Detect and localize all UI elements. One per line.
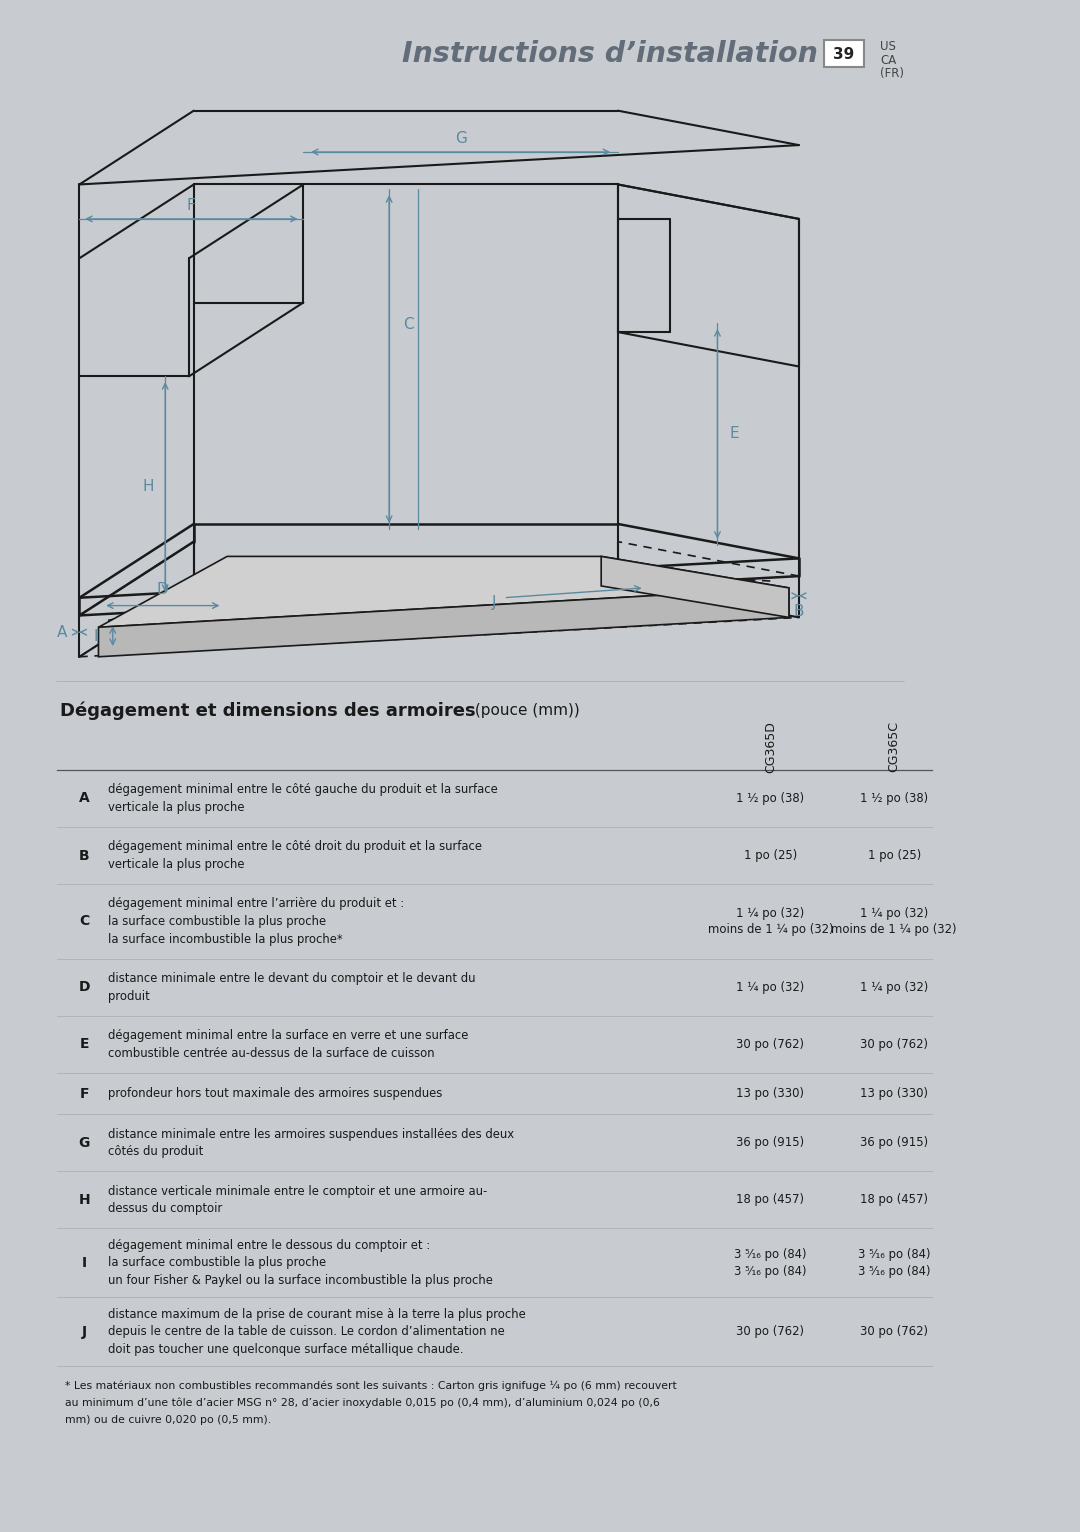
Text: moins de 1 ¼ po (32): moins de 1 ¼ po (32)	[707, 924, 833, 936]
Text: G: G	[455, 130, 467, 146]
Text: 3 ⁵⁄₁₆ po (84): 3 ⁵⁄₁₆ po (84)	[734, 1265, 807, 1278]
Text: 1 po (25): 1 po (25)	[744, 849, 797, 863]
Text: H: H	[143, 480, 153, 493]
Text: C: C	[403, 317, 414, 332]
Text: 1 ½ po (38): 1 ½ po (38)	[860, 792, 929, 804]
Text: produit: produit	[108, 990, 150, 1003]
Text: 1 ¼ po (32): 1 ¼ po (32)	[860, 980, 929, 994]
Text: CG365C: CG365C	[888, 720, 901, 772]
Text: 1 ¼ po (32): 1 ¼ po (32)	[860, 907, 929, 919]
Text: 3 ⁵⁄₁₆ po (84): 3 ⁵⁄₁₆ po (84)	[858, 1265, 931, 1278]
Text: verticale la plus proche: verticale la plus proche	[108, 858, 244, 870]
Text: I: I	[93, 628, 98, 643]
Text: J: J	[82, 1325, 86, 1339]
FancyBboxPatch shape	[652, 576, 665, 584]
Text: 36 po (915): 36 po (915)	[860, 1137, 929, 1149]
Text: 1 ¼ po (32): 1 ¼ po (32)	[737, 980, 805, 994]
Text: dégagement minimal entre la surface en verre et une surface: dégagement minimal entre la surface en v…	[108, 1030, 469, 1042]
Text: (pouce (mm)): (pouce (mm))	[470, 703, 580, 719]
Text: 36 po (915): 36 po (915)	[737, 1137, 805, 1149]
Polygon shape	[98, 588, 788, 657]
Text: dégagement minimal entre le dessous du comptoir et :: dégagement minimal entre le dessous du c…	[108, 1239, 430, 1252]
Polygon shape	[98, 556, 788, 627]
Text: distance maximum de la prise de courant mise à la terre la plus proche: distance maximum de la prise de courant …	[108, 1308, 526, 1321]
Text: G: G	[79, 1135, 90, 1151]
Text: 13 po (330): 13 po (330)	[737, 1088, 805, 1100]
Polygon shape	[602, 556, 788, 617]
Text: combustible centrée au-dessus de la surface de cuisson: combustible centrée au-dessus de la surf…	[108, 1046, 434, 1060]
Text: E: E	[80, 1037, 89, 1051]
Text: 30 po (762): 30 po (762)	[737, 1325, 805, 1339]
Text: un four Fisher & Paykel ou la surface incombustible la plus proche: un four Fisher & Paykel ou la surface in…	[108, 1275, 492, 1287]
Text: au minimum d’une tôle d’acier MSG n° 28, d’acier inoxydable 0,015 po (0,4 mm), d: au minimum d’une tôle d’acier MSG n° 28,…	[65, 1397, 660, 1408]
FancyBboxPatch shape	[652, 591, 665, 599]
FancyBboxPatch shape	[824, 40, 864, 67]
Text: * Les matériaux non combustibles recommandés sont les suivants : Carton gris ign: * Les matériaux non combustibles recomma…	[65, 1380, 677, 1391]
Text: 3 ⁵⁄₁₆ po (84): 3 ⁵⁄₁₆ po (84)	[858, 1249, 931, 1261]
Text: 30 po (762): 30 po (762)	[861, 1039, 928, 1051]
Text: J: J	[491, 594, 496, 610]
Text: A: A	[57, 625, 67, 640]
Text: F: F	[80, 1086, 89, 1100]
Text: depuis le centre de la table de cuisson. Le cordon d’alimentation ne: depuis le centre de la table de cuisson.…	[108, 1325, 504, 1339]
Text: (FR): (FR)	[880, 67, 904, 80]
Text: distance minimale entre les armoires suspendues installées des deux: distance minimale entre les armoires sus…	[108, 1128, 514, 1140]
Text: Dégagement et dimensions des armoires: Dégagement et dimensions des armoires	[60, 702, 476, 720]
Text: D: D	[157, 582, 168, 597]
Text: distance verticale minimale entre le comptoir et une armoire au-: distance verticale minimale entre le com…	[108, 1184, 487, 1198]
Text: Instructions d’installation: Instructions d’installation	[402, 40, 818, 67]
FancyBboxPatch shape	[645, 568, 673, 608]
Text: distance minimale entre le devant du comptoir et le devant du: distance minimale entre le devant du com…	[108, 971, 475, 985]
Text: CG365D: CG365D	[764, 720, 777, 772]
Text: doit pas toucher une quelconque surface métallique chaude.: doit pas toucher une quelconque surface …	[108, 1344, 463, 1356]
Text: I: I	[82, 1256, 86, 1270]
Text: dégagement minimal entre l’arrière du produit et :: dégagement minimal entre l’arrière du pr…	[108, 898, 404, 910]
Text: verticale la plus proche: verticale la plus proche	[108, 801, 244, 813]
Text: B: B	[79, 849, 90, 863]
Text: côtés du produit: côtés du produit	[108, 1146, 203, 1158]
Text: moins de 1 ¼ po (32): moins de 1 ¼ po (32)	[832, 924, 957, 936]
Text: 30 po (762): 30 po (762)	[737, 1039, 805, 1051]
Text: dégagement minimal entre le côté droit du produit et la surface: dégagement minimal entre le côté droit d…	[108, 840, 482, 853]
Text: profondeur hors tout maximale des armoires suspendues: profondeur hors tout maximale des armoir…	[108, 1088, 442, 1100]
Text: E: E	[730, 426, 740, 441]
Text: 1 ½ po (38): 1 ½ po (38)	[737, 792, 805, 804]
Text: F: F	[187, 198, 195, 213]
Text: la surface combustible la plus proche: la surface combustible la plus proche	[108, 1256, 326, 1270]
Text: US: US	[880, 40, 895, 52]
Text: B: B	[794, 604, 805, 619]
Text: la surface incombustible la plus proche*: la surface incombustible la plus proche*	[108, 933, 342, 945]
Text: mm) ou de cuivre 0,020 po (0,5 mm).: mm) ou de cuivre 0,020 po (0,5 mm).	[65, 1416, 271, 1425]
Text: 18 po (457): 18 po (457)	[861, 1193, 928, 1206]
Text: A: A	[79, 792, 90, 806]
Text: 1 ¼ po (32): 1 ¼ po (32)	[737, 907, 805, 919]
Text: dégagement minimal entre le côté gauche du produit et la surface: dégagement minimal entre le côté gauche …	[108, 783, 498, 797]
Text: 39: 39	[833, 47, 854, 63]
Text: 18 po (457): 18 po (457)	[737, 1193, 805, 1206]
Text: la surface combustible la plus proche: la surface combustible la plus proche	[108, 915, 326, 928]
Text: 1 po (25): 1 po (25)	[867, 849, 921, 863]
Text: 3 ⁵⁄₁₆ po (84): 3 ⁵⁄₁₆ po (84)	[734, 1249, 807, 1261]
Text: D: D	[79, 980, 90, 994]
Text: CA: CA	[880, 54, 896, 66]
Text: H: H	[79, 1193, 90, 1207]
Text: 13 po (330): 13 po (330)	[861, 1088, 928, 1100]
Text: 30 po (762): 30 po (762)	[861, 1325, 928, 1339]
Text: dessus du comptoir: dessus du comptoir	[108, 1203, 222, 1215]
Text: C: C	[79, 915, 90, 928]
